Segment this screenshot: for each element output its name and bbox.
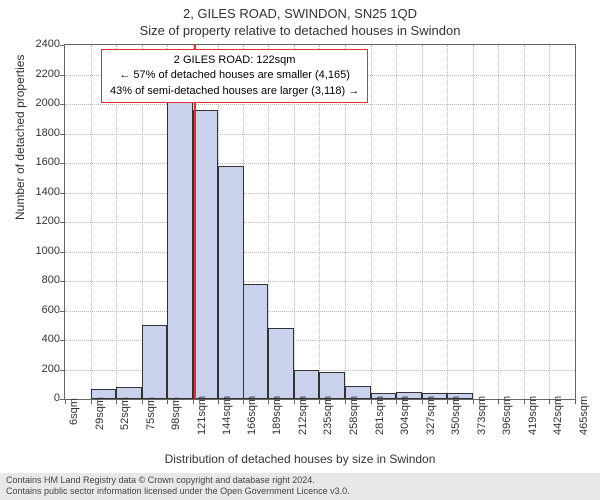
histogram-bar	[142, 325, 168, 399]
y-tick-label: 1400	[20, 186, 60, 198]
footer-line2: Contains public sector information licen…	[6, 486, 594, 498]
x-tick-label: 189sqm	[271, 396, 283, 435]
x-tick-label: 29sqm	[94, 397, 106, 430]
x-tick-label: 281sqm	[374, 396, 386, 435]
x-tick-label: 304sqm	[399, 396, 411, 435]
x-tick-label: 258sqm	[348, 396, 360, 435]
histogram-bar	[294, 370, 320, 400]
x-tick-label: 373sqm	[476, 396, 488, 435]
x-tick-label: 6sqm	[68, 398, 80, 425]
histogram-bar	[243, 284, 269, 399]
y-tick-label: 1000	[20, 245, 60, 257]
x-tick-label: 465sqm	[578, 396, 590, 435]
chart-container: 2, GILES ROAD, SWINDON, SN25 1QD Size of…	[0, 0, 600, 500]
y-tick-label: 600	[20, 304, 60, 316]
subtitle: Size of property relative to detached ho…	[0, 21, 600, 38]
grid-line-v	[524, 45, 525, 399]
x-tick-label: 212sqm	[297, 396, 309, 435]
callout-box: 2 GILES ROAD: 122sqm← 57% of detached ho…	[101, 49, 368, 103]
grid-line-v	[498, 45, 499, 399]
histogram-bar	[167, 89, 193, 399]
y-tick-label: 800	[20, 274, 60, 286]
x-tick-label: 166sqm	[246, 396, 258, 435]
grid-line-v	[447, 45, 448, 399]
y-tick-label: 0	[20, 392, 60, 404]
x-tick-label: 75sqm	[145, 397, 157, 430]
y-tick-label: 200	[20, 363, 60, 375]
x-tick-label: 327sqm	[425, 396, 437, 435]
histogram-bar	[218, 166, 244, 399]
y-tick-label: 2200	[20, 68, 60, 80]
x-tick-label: 442sqm	[552, 396, 564, 435]
footer: Contains HM Land Registry data © Crown c…	[0, 473, 600, 500]
x-tick-label: 52sqm	[119, 397, 131, 430]
grid-line-v	[473, 45, 474, 399]
x-tick-label: 396sqm	[501, 396, 513, 435]
histogram-bar	[268, 328, 294, 399]
y-tick-label: 1800	[20, 127, 60, 139]
x-tick-label: 350sqm	[450, 396, 462, 435]
callout-line3: 43% of semi-detached houses are larger (…	[110, 84, 359, 99]
x-tick-label: 144sqm	[221, 396, 233, 435]
y-tick-label: 1200	[20, 215, 60, 227]
callout-line1: 2 GILES ROAD: 122sqm	[110, 53, 359, 68]
grid-line-v	[396, 45, 397, 399]
plot-area: 2 GILES ROAD: 122sqm← 57% of detached ho…	[64, 44, 576, 400]
grid-line-v	[91, 45, 92, 399]
y-tick-label: 400	[20, 333, 60, 345]
grid-line-v	[371, 45, 372, 399]
address-title: 2, GILES ROAD, SWINDON, SN25 1QD	[0, 0, 600, 21]
x-tick-label: 419sqm	[527, 396, 539, 435]
grid-line-v	[549, 45, 550, 399]
histogram-bar	[193, 110, 219, 399]
y-tick-label: 2400	[20, 38, 60, 50]
x-tick-label: 235sqm	[322, 396, 334, 435]
callout-line2: ← 57% of detached houses are smaller (4,…	[110, 68, 359, 83]
x-axis-title: Distribution of detached houses by size …	[0, 452, 600, 466]
y-tick-label: 2000	[20, 97, 60, 109]
footer-line1: Contains HM Land Registry data © Crown c…	[6, 475, 594, 487]
grid-line-v	[422, 45, 423, 399]
x-tick-label: 121sqm	[196, 396, 208, 435]
x-tick-label: 98sqm	[170, 397, 182, 430]
y-tick-label: 1600	[20, 156, 60, 168]
